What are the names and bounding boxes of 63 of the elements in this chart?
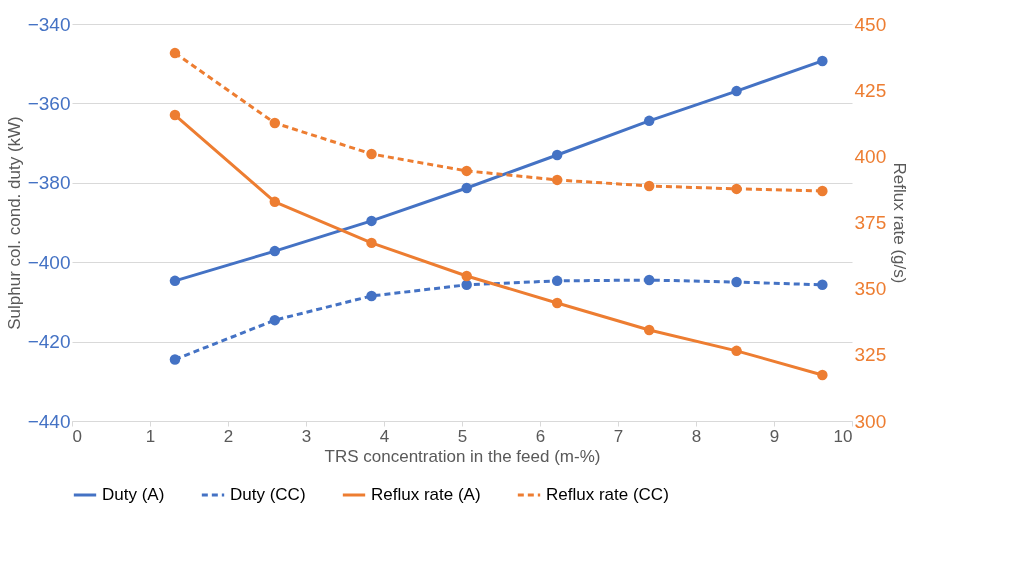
point xyxy=(643,180,655,192)
y2-tick-label: 375 xyxy=(854,212,887,233)
point xyxy=(269,314,281,326)
x-tick-label: 10 xyxy=(833,426,853,446)
point xyxy=(817,185,828,197)
x-tick-label: 5 xyxy=(457,426,468,446)
point xyxy=(551,149,563,161)
legend-label: Reflux rate (A) xyxy=(371,485,481,504)
point xyxy=(731,345,742,357)
point xyxy=(643,115,655,127)
y2-tick-label: 400 xyxy=(854,145,887,167)
point xyxy=(366,237,377,249)
y-tick-label: −340 xyxy=(27,13,71,35)
point xyxy=(366,215,377,227)
point xyxy=(169,275,181,287)
y-axis-title: Sulphur col. cond. duty (kW) xyxy=(4,116,24,330)
y2-tick-label: 350 xyxy=(854,278,887,300)
y2-tick-label: 300 xyxy=(854,410,887,432)
point xyxy=(169,47,181,59)
y2-tick-label: 450 xyxy=(854,13,887,35)
legend-label: Duty (CC) xyxy=(230,485,306,504)
y-tick-label: −420 xyxy=(27,331,71,353)
x-tick-label: 8 xyxy=(691,426,702,446)
point xyxy=(366,290,377,302)
point xyxy=(461,279,472,291)
point xyxy=(461,270,472,282)
point xyxy=(643,274,655,286)
point xyxy=(366,148,377,160)
point xyxy=(817,55,828,67)
point xyxy=(169,109,181,121)
x-tick-label: 3 xyxy=(301,426,312,446)
point xyxy=(731,276,742,288)
y-tick-label: −440 xyxy=(27,410,71,432)
point xyxy=(169,354,181,365)
x-axis-title: TRS concentration in the feed (m-%) xyxy=(324,446,601,466)
point xyxy=(551,174,563,186)
x-tick-label: 4 xyxy=(379,426,390,446)
legend-label: Reflux rate (CC) xyxy=(546,485,669,504)
point xyxy=(461,182,472,194)
point xyxy=(269,245,281,257)
y2-axis-title: Reflux rate (g/s) xyxy=(890,162,910,284)
legend-label: Duty (A) xyxy=(102,485,165,504)
point xyxy=(731,183,742,195)
point xyxy=(269,196,281,208)
x-tick-label: 0 xyxy=(72,426,82,446)
y-tick-label: −400 xyxy=(27,251,71,273)
x-tick-label: 6 xyxy=(535,426,546,446)
point xyxy=(731,85,742,97)
point xyxy=(643,324,655,336)
y2-tick-label: 425 xyxy=(854,79,887,101)
y-tick-label: −360 xyxy=(27,92,71,114)
y2-tick-label: 325 xyxy=(854,344,887,366)
x-tick-label: 9 xyxy=(769,426,780,446)
point xyxy=(817,279,828,291)
point xyxy=(461,165,472,177)
point xyxy=(817,369,828,381)
x-tick-label: 7 xyxy=(613,426,624,446)
point xyxy=(551,275,563,287)
x-tick-label: 2 xyxy=(223,426,234,446)
y-tick-label: −380 xyxy=(27,172,71,194)
point xyxy=(551,297,563,309)
x-tick-label: 1 xyxy=(145,426,156,446)
point xyxy=(269,117,281,129)
